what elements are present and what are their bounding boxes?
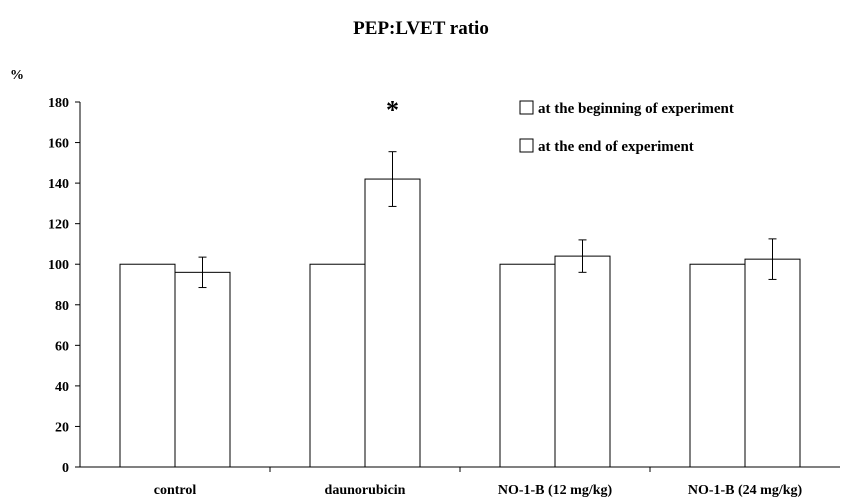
bar-end-2 [554, 255, 611, 468]
y-tick-label-160: 160 [48, 137, 69, 152]
bar-end-3 [744, 258, 801, 468]
y-tick-label-60: 60 [55, 339, 69, 354]
y-tick-label-140: 140 [48, 177, 69, 192]
category-label-2: NO-1-B (12 mg/kg) [498, 483, 613, 498]
y-tick-label-0: 0 [62, 461, 69, 476]
y-tick-label-20: 20 [55, 420, 69, 435]
category-label-1: daunorubicin [325, 483, 406, 498]
y-tick-label-120: 120 [48, 218, 69, 233]
y-axis-unit-label: % [10, 68, 24, 83]
bar-end-1 [364, 178, 421, 468]
legend-swatch-0 [519, 100, 534, 115]
y-tick-label-80: 80 [55, 299, 69, 314]
category-label-3: NO-1-B (24 mg/kg) [688, 483, 803, 498]
y-tick-label-40: 40 [55, 380, 69, 395]
bar-beginning-2 [499, 263, 556, 468]
chart-title: PEP:LVET ratio [353, 18, 489, 39]
bar-end-0 [174, 271, 231, 468]
significance-marker-0: * [386, 96, 399, 125]
category-label-0: control [154, 483, 197, 498]
legend-label-0: at the beginning of experiment [538, 101, 734, 117]
bar-beginning-0 [119, 263, 176, 468]
y-tick-label-100: 100 [48, 258, 69, 273]
legend-label-1: at the end of experiment [538, 139, 694, 155]
legend-swatch-1 [519, 138, 534, 153]
bar-beginning-1 [309, 263, 366, 468]
bar-beginning-3 [689, 263, 746, 468]
y-tick-label-180: 180 [48, 96, 69, 111]
